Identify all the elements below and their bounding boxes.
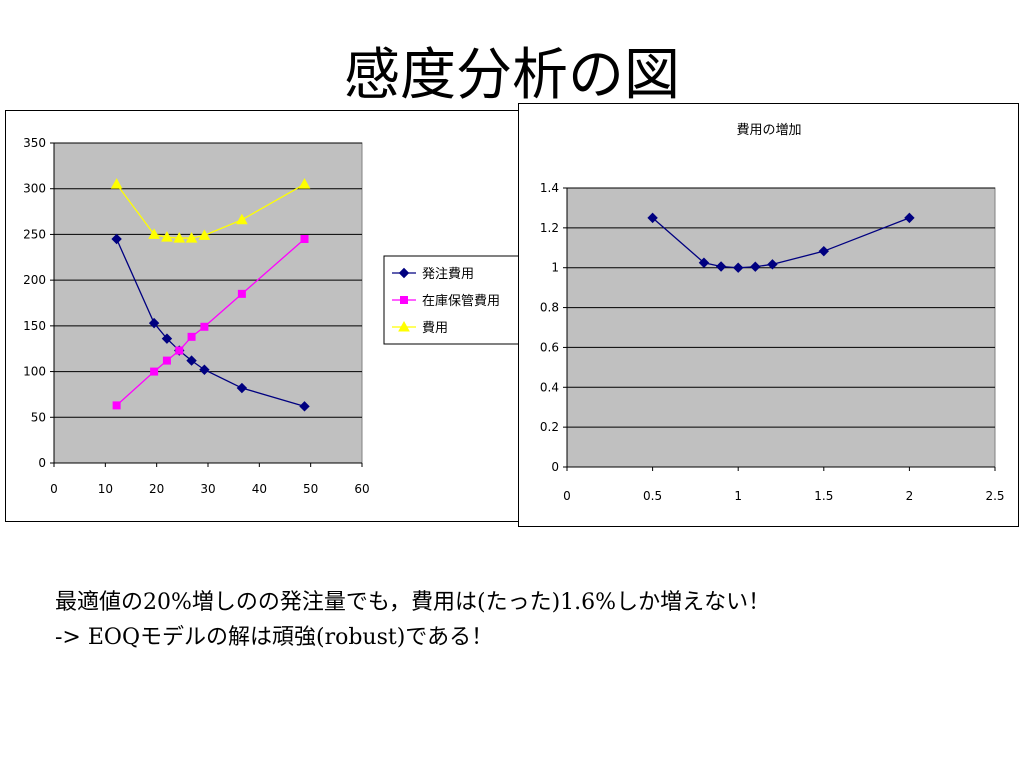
plot-area: [53, 142, 363, 464]
y-tick-label: 0: [551, 460, 559, 474]
data-point: [732, 262, 744, 273]
x-tick-label: 2.5: [985, 489, 1004, 503]
data-point: [150, 367, 159, 376]
x-tick-label: 10: [98, 482, 113, 496]
cost-increase-chart-svg: 費用の増加 0 0.2 0.4 0.6 0.8 1 1.2 1.4 0 0.5 1 1.5 2 2.5: [540, 123, 1005, 503]
data-point: [198, 229, 211, 240]
data-point: [199, 364, 210, 375]
y-tick-label: 100: [23, 365, 46, 379]
data-point: [112, 401, 121, 410]
caption-line-2: -> EOQモデルの解は頑強(robust)である！: [55, 625, 494, 650]
data-point: [299, 401, 310, 412]
y-tick-label: 1: [551, 261, 559, 275]
data-point: [111, 233, 122, 245]
data-point: [162, 356, 171, 365]
data-point: [173, 232, 186, 243]
data-point: [110, 178, 123, 189]
data-point: [298, 178, 311, 189]
data-point: [185, 232, 198, 243]
x-tick-label: 0.5: [643, 489, 662, 503]
y-tick-label: 0.4: [540, 380, 559, 394]
y-tick-label: 250: [23, 227, 46, 241]
data-point: [818, 245, 830, 257]
legend-label: 費用: [422, 321, 448, 336]
y-tick-label: 0: [38, 456, 46, 470]
data-point: [148, 317, 160, 329]
plot-area: [566, 187, 996, 468]
y-tick-label: 0.8: [540, 301, 559, 315]
chart-title: 費用の増加: [736, 123, 801, 138]
x-tick-label: 1.5: [814, 489, 833, 503]
y-tick-label: 300: [23, 182, 46, 196]
data-point: [698, 257, 710, 268]
legend-marker: [398, 267, 410, 279]
y-tick-label: 0.2: [540, 420, 559, 434]
legend-marker: [398, 320, 410, 332]
x-tick-label: 60: [354, 482, 369, 496]
data-point: [300, 235, 309, 243]
x-tick-label: 40: [252, 482, 267, 496]
data-point: [715, 261, 727, 272]
data-point: [187, 332, 196, 341]
cost-components-chart: 0 50 100 150 200 250 300 350 0 10 20 30 40 50 60 発注費用在庫…: [5, 110, 550, 522]
y-tick-label: 200: [23, 273, 46, 287]
legend-label: 発注費用: [422, 267, 474, 282]
x-tick-label: 20: [149, 482, 164, 496]
y-tick-label: 150: [23, 319, 46, 333]
y-tick-label: 1.4: [540, 181, 559, 195]
cost-components-chart-svg: 0 50 100 150 200 250 300 350 0 10 20 30 40 50 60 発注費用在庫…: [23, 136, 545, 496]
data-point: [161, 231, 173, 242]
caption-line-1: 最適値の20%増しのの発注量でも，費用は(たった)1.6%しか増えない！: [55, 590, 771, 615]
data-point: [175, 346, 184, 355]
legend-label: 在庫保管費用: [422, 294, 500, 309]
y-tick-label: 0.6: [540, 340, 559, 354]
data-point: [750, 261, 761, 272]
data-point: [161, 333, 173, 344]
data-point: [200, 322, 209, 331]
slide-title: 感度分析の図: [344, 43, 680, 108]
legend-marker: [400, 296, 408, 304]
data-point: [904, 212, 915, 224]
data-point: [236, 213, 248, 225]
y-tick-label: 1.2: [540, 221, 559, 235]
y-tick-label: 50: [31, 410, 46, 424]
data-point: [767, 259, 778, 270]
y-tick-label: 350: [23, 136, 46, 150]
data-point: [647, 212, 658, 224]
x-tick-label: 50: [303, 482, 318, 496]
x-tick-label: 2: [906, 489, 914, 503]
x-tick-label: 1: [734, 489, 742, 503]
cost-increase-chart: 費用の増加 0 0.2 0.4 0.6 0.8 1 1.2 1.4 0 0.5 1 1.5 2 2.5: [518, 103, 1019, 527]
data-point: [148, 228, 160, 239]
x-tick-label: 0: [50, 482, 58, 496]
x-tick-label: 0: [563, 489, 571, 503]
data-point: [186, 355, 197, 366]
data-point: [237, 289, 246, 298]
x-tick-label: 30: [200, 482, 215, 496]
data-point: [236, 382, 248, 394]
